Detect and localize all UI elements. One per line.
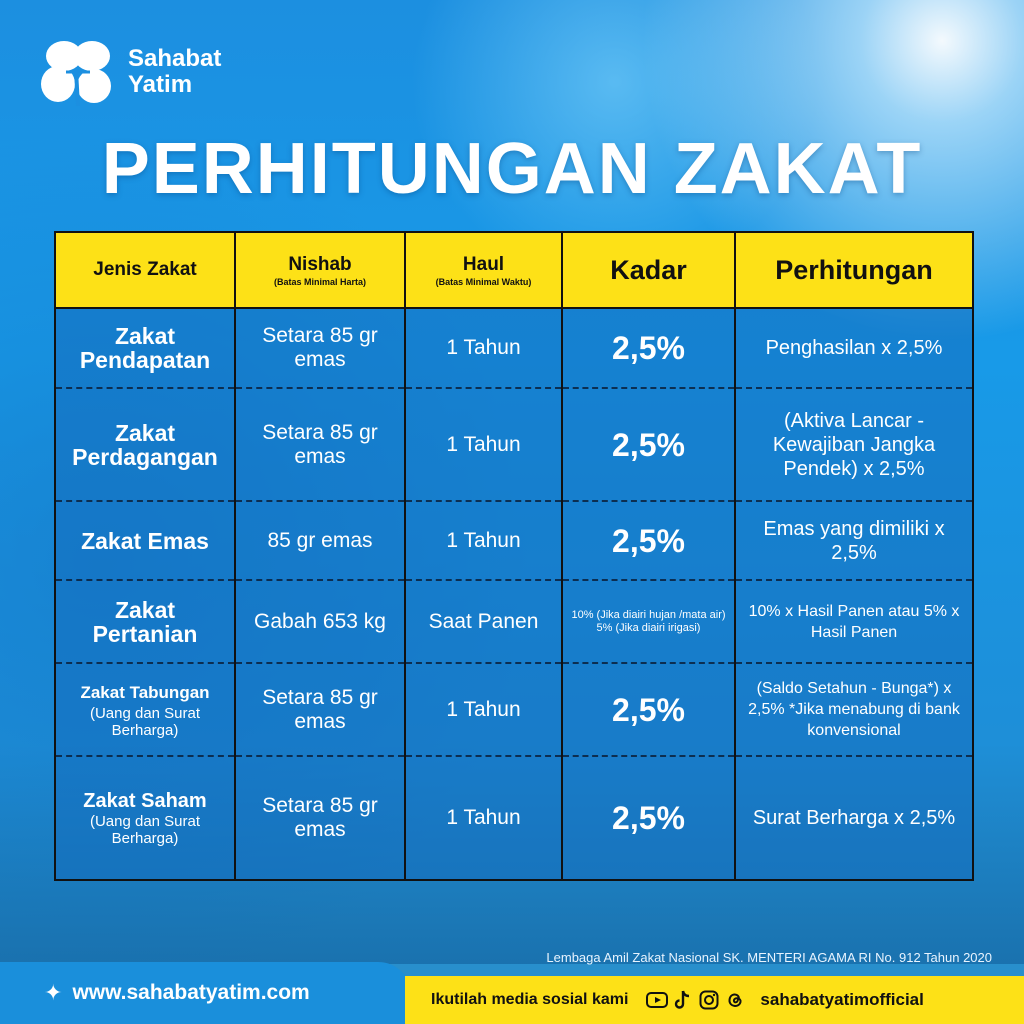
cell-jenis: Zakat Tabungan (Uang dan Surat Berharga) [54,663,236,757]
cell-haul: 1 Tahun [404,388,563,502]
cursor-click-icon: ✦ [44,980,63,1005]
instagram-icon[interactable] [698,989,720,1011]
header-jenis: Jenis Zakat [54,231,236,309]
table-row: Zakat Perdagangan Setara 85 gr emas 1 Ta… [54,388,974,502]
jenis-note: (Uang dan Surat Berharga) [89,813,201,847]
brand-name: Sahabat Yatim [128,46,221,98]
cell-perhitungan: (Aktiva Lancar - Kewajiban Jangka Pendek… [734,388,974,502]
cell-jenis: Zakat Pendapatan [54,308,236,389]
cell-nishab: Setara 85 gr emas [234,308,406,389]
table-row: Zakat Tabungan (Uang dan Surat Berharga)… [54,663,974,757]
threads-icon[interactable] [724,989,746,1011]
cell-kadar: 2,5% [561,663,736,757]
social-icons [646,989,750,1011]
clover-logo-icon [41,41,111,107]
page-title: PERHITUNGAN ZAKAT [101,129,923,209]
cell-haul: Saat Panen [404,580,563,664]
table-row: Zakat Pendapatan Setara 85 gr emas 1 Tah… [54,308,974,389]
cell-jenis: Zakat Perdagangan [54,388,236,502]
cell-nishab: Setara 85 gr emas [234,388,406,502]
header-label: Kadar [610,254,687,285]
cell-nishab: Gabah 653 kg [234,580,406,664]
header-label: Haul [462,253,505,275]
cell-kadar: 2,5% [561,756,736,881]
table-header-row: Jenis Zakat Nishab (Batas Minimal Harta) … [54,231,974,309]
youtube-icon[interactable] [646,989,669,1011]
brand-line1: Sahabat [128,45,222,72]
cell-haul: 1 Tahun [404,663,563,757]
header-sublabel: (Batas Minimal Waktu) [435,276,532,287]
zakat-table: Jenis Zakat Nishab (Batas Minimal Harta) … [54,231,974,881]
footer-website: ✦ www.sahabatyatim.com [0,962,412,1024]
brand-logo[interactable]: Sahabat Yatim [38,36,221,108]
header-label: Perhitungan [775,254,933,285]
social-handle[interactable]: sahabatyatimofficial [760,990,924,1009]
cell-haul: 1 Tahun [404,501,563,581]
cell-perhitungan: Emas yang dimiliki x 2,5% [734,501,974,581]
header-perhitungan: Perhitungan [734,231,974,309]
cell-perhitungan: Surat Berharga x 2,5% [734,756,974,881]
footer-social: Ikutilah media sosial kami sahabatyatimo… [405,976,1024,1024]
cell-haul: 1 Tahun [404,308,563,389]
cell-perhitungan: Penghasilan x 2,5% [734,308,974,389]
cell-haul: 1 Tahun [404,756,563,881]
cell-jenis: Zakat Pertanian [54,580,236,664]
tiktok-icon[interactable] [672,989,694,1011]
follow-label: Ikutilah media sosial kami [431,991,629,1008]
brand-line2: Yatim [128,71,193,98]
lembaga-note: Lembaga Amil Zakat Nasional SK. MENTERI … [546,950,992,965]
table-row: Zakat Emas 85 gr emas 1 Tahun 2,5% Emas … [54,501,974,581]
cell-perhitungan: 10% x Hasil Panen atau 5% x Hasil Panen [734,580,974,664]
header-sublabel: (Batas Minimal Harta) [273,276,367,287]
cell-jenis: Zakat Saham (Uang dan Surat Berharga) [54,756,236,881]
header-label: Nishab [288,253,352,275]
table-row: Zakat Saham (Uang dan Surat Berharga) Se… [54,756,974,881]
table-row: Zakat Pertanian Gabah 653 kg Saat Panen … [54,580,974,664]
cell-nishab: Setara 85 gr emas [234,663,406,757]
header-label: Jenis Zakat [93,259,197,280]
jenis-note: (Uang dan Surat Berharga) [89,704,201,739]
website-link[interactable]: www.sahabatyatim.com [72,981,310,1004]
cell-jenis: Zakat Emas [54,501,236,581]
header-haul: Haul (Batas Minimal Waktu) [404,231,563,309]
cell-kadar: 2,5% [561,308,736,389]
cell-kadar: 10% (Jika diairi hujan /mata air) 5% (Ji… [561,580,736,664]
jenis-title: Zakat Saham [83,790,207,812]
cell-kadar: 2,5% [561,501,736,581]
cell-nishab: Setara 85 gr emas [234,756,406,881]
cell-kadar: 2,5% [561,388,736,502]
header-nishab: Nishab (Batas Minimal Harta) [234,231,406,309]
cell-nishab: 85 gr emas [234,501,406,581]
cell-perhitungan: (Saldo Setahun - Bunga*) x 2,5% *Jika me… [734,663,974,757]
header-kadar: Kadar [561,231,736,309]
jenis-title: Zakat Tabungan [80,682,210,702]
